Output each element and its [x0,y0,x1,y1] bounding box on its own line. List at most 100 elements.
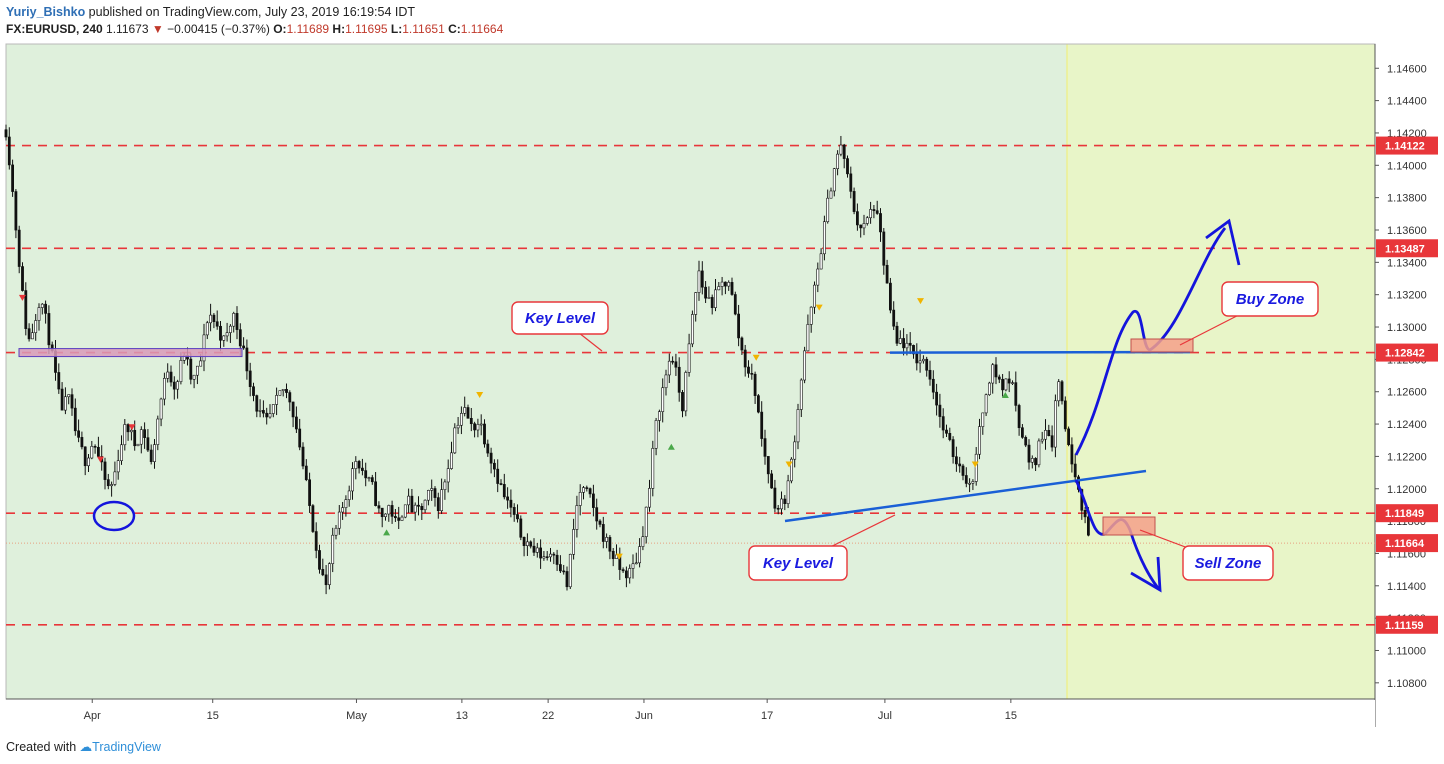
candle-body [44,303,48,314]
candle-body [377,505,381,509]
candle-body [502,484,506,498]
candle-body [80,437,84,448]
candle-body [869,209,873,219]
candle-body [912,345,915,355]
candle-body [657,411,661,421]
candle-body [971,481,975,484]
candle-body [390,505,394,517]
signal-marker [18,294,26,301]
candle-body [545,556,549,558]
candle-body [776,507,780,510]
signal-marker [383,529,391,536]
candle-body [978,426,981,455]
candle-body [64,396,67,411]
candle-body [384,513,387,518]
footer: Created with ☁TradingView [6,739,161,754]
candle-body [321,569,325,576]
candle-body [1001,378,1005,391]
candle-body [915,353,919,364]
open-value: 1.11689 [286,22,330,36]
candle-body [908,342,912,346]
candle-body [331,534,335,564]
candle-body [846,158,849,175]
candle-body [816,268,820,286]
candle-body [552,553,556,556]
footer-brand[interactable]: TradingView [92,740,161,754]
candle-body [572,529,576,555]
candle-body [997,376,1001,380]
candle-body [813,284,816,308]
sell-zone-callout-box [1182,545,1274,581]
candle-body [209,314,213,324]
candle-body [311,505,315,532]
candle-body [417,504,420,507]
candle-body [179,360,183,382]
candle-body [189,358,193,380]
candle-body [351,468,354,492]
candle-body [275,395,279,405]
candle-body [17,229,21,267]
candle-body [344,499,348,509]
level-price-text: 1.14122 [1385,141,1425,153]
candle-body [529,541,533,547]
candle-body [1073,463,1077,478]
y-tick-label: 1.11400 [1387,581,1426,593]
candle-body [93,446,97,448]
candle-body [562,570,566,573]
candle-body [225,332,229,337]
candle-body [525,541,529,546]
signal-marker [916,298,924,305]
y-tick-label: 1.14600 [1387,63,1427,75]
bearish-arrow-head [1130,556,1162,593]
candle-body [496,468,500,484]
bullish-arrow-head [1205,218,1241,266]
candle-body [542,556,546,559]
level-price-tag [1376,615,1438,634]
candle-body [1040,438,1044,442]
candle-body [879,213,882,233]
key-level-callout-bottom-text: Key Level [763,555,834,572]
candle-body [671,360,675,363]
candle-body [773,487,777,509]
candle-body [766,456,770,475]
candle-body [304,465,308,481]
candle-body [463,407,467,414]
candle-body [516,514,519,520]
candle-body [1044,430,1047,440]
candle-body [697,270,701,293]
signal-marker [785,461,793,468]
candle-body [393,516,397,519]
candle-body [720,281,724,287]
author-link[interactable]: Yuriy_Bishko [6,5,86,19]
x-tick-label: 15 [207,710,219,722]
candle-body [684,372,688,412]
key-level-callout-top-text: Key Level [525,310,596,327]
candle-body [750,373,754,375]
candle-body [611,550,615,559]
high-value: 1.11695 [345,22,388,36]
candle-body [783,498,787,504]
candle-body [624,570,628,579]
candle-body [469,417,473,425]
candle-body [466,407,470,419]
candle-body [803,350,807,381]
candle-body [991,364,995,384]
candle-body [337,511,341,529]
candle-body [681,392,684,412]
candle-body [242,345,246,349]
candle-body [163,378,166,400]
candle-body [73,407,77,432]
candle-body [397,517,401,521]
candle-body [261,410,265,414]
candle-body [153,444,156,462]
price-change: −0.00415 (−0.37%) [167,22,270,36]
candle-body [364,470,368,479]
candle-body [87,457,90,467]
candle-body [1034,458,1038,466]
close-label: C: [448,22,461,36]
key-level-callout-top-box [511,301,609,335]
candle-body [605,537,609,542]
candle-body [789,458,793,482]
candle-body [961,465,965,476]
